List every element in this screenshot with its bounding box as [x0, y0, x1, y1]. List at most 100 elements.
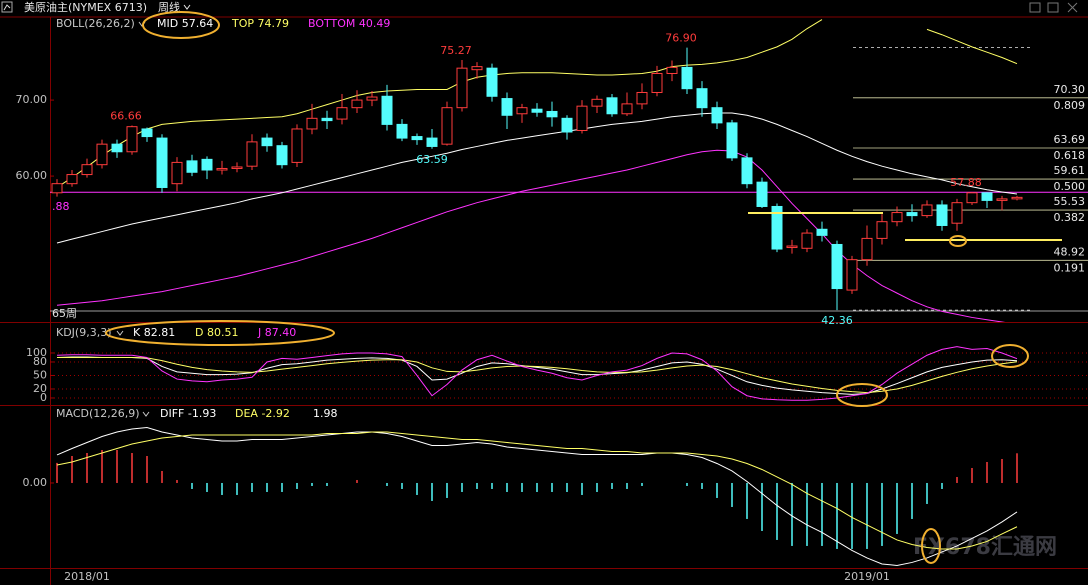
candle-body: [96, 143, 108, 166]
app-icon: [1, 1, 13, 13]
y-tick-label: 70.00: [16, 93, 48, 106]
indicator-value: MID 57.64: [157, 17, 213, 30]
y-tick-label: 60.00: [16, 169, 48, 182]
fib-ratio-label: 0.382: [1054, 211, 1086, 224]
indicator-value: J 87.40: [257, 326, 296, 339]
low-label: 42.36: [821, 314, 853, 327]
fib-price-label: 55.53: [1054, 195, 1086, 208]
candle-body: [531, 108, 543, 113]
candle-body: [321, 117, 333, 122]
high-label: 76.90: [665, 32, 697, 45]
candle-body: [81, 164, 93, 176]
candle-body: [696, 88, 708, 109]
period-dropdown-arrow[interactable]: [183, 4, 191, 10]
fib-ratio-label: 0.191: [1054, 261, 1086, 274]
candle-body: [231, 166, 243, 169]
panel: [50, 346, 1088, 401]
candle-body: [576, 105, 588, 131]
window-close[interactable]: [1067, 2, 1078, 13]
candle-body: [921, 204, 933, 217]
candle-body: [396, 123, 408, 139]
candle-body: [801, 232, 813, 249]
candle-body: [216, 167, 228, 171]
y-tick-label: 50: [33, 368, 47, 381]
indicator-value: DIFF -1.93: [160, 407, 216, 420]
indicator-line: [56, 19, 1018, 188]
window-maximize[interactable]: [1047, 2, 1059, 13]
candle-body: [381, 95, 393, 125]
panel: [50, 19, 1088, 322]
candle-body: [516, 107, 528, 115]
candle-body: [876, 221, 888, 239]
indicator-value: BOTTOM 40.49: [308, 17, 390, 30]
indicator-line: [57, 356, 1018, 394]
candle-body: [336, 107, 348, 120]
candle-body: [276, 145, 288, 166]
x-tick-label: 2019/01: [844, 570, 890, 583]
period-selector[interactable]: 周线: [158, 0, 180, 14]
candle-body: [891, 212, 903, 223]
y-tick-label: 0: [40, 391, 47, 404]
indicator-line: [56, 356, 1018, 395]
highlight-ellipse: [142, 11, 220, 39]
period-label: 65周: [52, 307, 77, 320]
candle-body: [771, 205, 783, 250]
candle-body: [111, 143, 123, 153]
candle-body: [981, 192, 993, 201]
candle-body: [711, 107, 723, 124]
candle-body: [261, 137, 273, 147]
candle-body: [591, 98, 603, 107]
candle-body: [996, 198, 1008, 201]
candle-body: [126, 126, 138, 153]
candle-body: [606, 97, 618, 115]
candle-body: [246, 141, 258, 167]
y-tick-label: 0.00: [23, 476, 48, 489]
fib-ratio-label: 0.809: [1054, 99, 1086, 112]
candle-body: [621, 103, 633, 115]
candle-body: [741, 157, 753, 185]
candle-body: [936, 204, 948, 226]
candle-body: [411, 136, 423, 141]
fib-price-label: 59.61: [1054, 164, 1086, 177]
highlight-ellipse: [921, 528, 941, 564]
candle-body: [546, 110, 558, 118]
indicator-value: TOP 74.79: [231, 17, 289, 30]
candle-body: [306, 117, 318, 130]
candle-body: [666, 66, 678, 74]
candle-body: [51, 183, 63, 194]
candle-body: [426, 137, 438, 147]
indicator-headers: BOLL(26,26,2) MID 57.64 TOP 74.79 BOTTOM…: [56, 17, 390, 420]
candle-body: [351, 99, 363, 109]
indicator-dropdown[interactable]: [116, 330, 124, 336]
fib-price-label: 63.69: [1054, 133, 1086, 146]
fib-price-label: 48.92: [1054, 245, 1086, 258]
fib-ratio-label: 0.500: [1054, 180, 1086, 193]
indicator-line: [56, 346, 1018, 401]
candle-body: [786, 245, 798, 249]
candle-body: [681, 66, 693, 90]
highlight-ellipse: [836, 383, 888, 407]
y-tick-label: 100: [26, 346, 47, 359]
header: 美原油主(NYMEX 6713) 周线: [1, 0, 1078, 14]
window-minimize[interactable]: [1029, 2, 1041, 13]
indicator-value: D 80.51: [195, 326, 238, 339]
highlight-ellipse: [949, 235, 967, 247]
indicator-name: MACD(12,26,9): [56, 407, 140, 420]
candle-body: [501, 98, 513, 116]
watermark: FX678汇通网: [913, 535, 1057, 560]
candle-body: [861, 237, 873, 261]
indicator-dropdown[interactable]: [142, 411, 150, 417]
high-label: 75.27: [440, 44, 472, 57]
candle-body: [816, 228, 828, 236]
indicator-value: K 82.81: [133, 326, 175, 339]
app-icon-mark: [3, 4, 11, 11]
indicator-line: [56, 112, 1018, 244]
fib-price-label: 70.30: [1054, 83, 1086, 96]
candle-body: [651, 72, 663, 93]
highlight-ellipse: [105, 320, 335, 346]
instrument-title: 美原油主(NYMEX 6713): [24, 0, 147, 14]
candle-body: [846, 259, 858, 291]
candle-body: [141, 128, 153, 138]
x-tick-label: 2018/01: [64, 570, 110, 583]
